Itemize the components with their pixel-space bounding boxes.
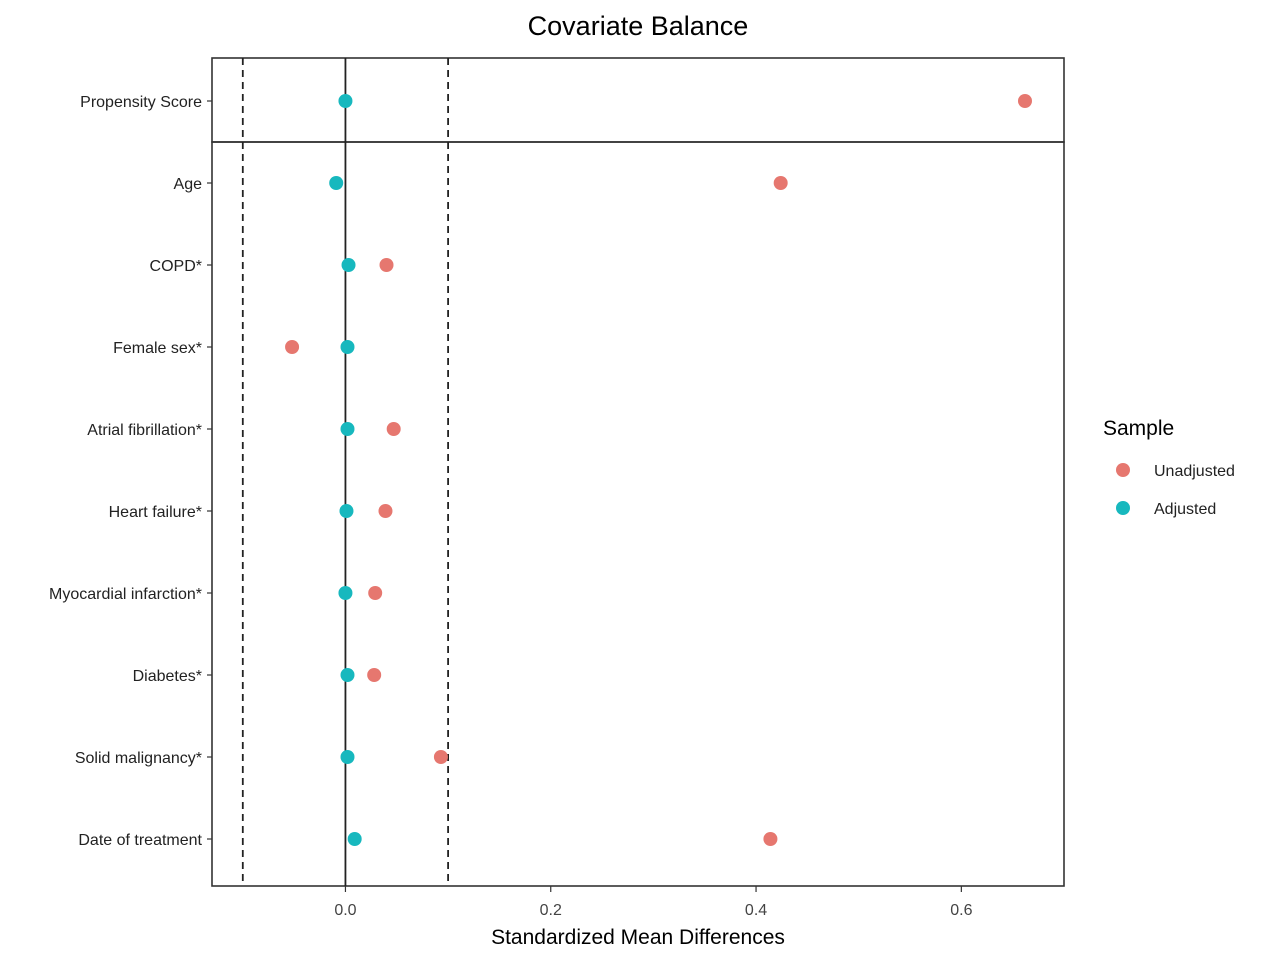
legend-title: Sample [1103,417,1174,440]
y-tick-label: Myocardial infarction* [49,586,202,603]
chart-title: Covariate Balance [528,11,749,41]
x-tick-label: 0.2 [540,902,562,919]
y-tick-label: Propensity Score [80,94,202,111]
legend-label-adjusted: Adjusted [1154,501,1216,518]
point-unadjusted [367,668,382,682]
point-unadjusted [1017,94,1032,108]
y-tick-label: COPD* [150,258,202,275]
point-unadjusted [433,750,448,764]
point-unadjusted [773,176,788,190]
legend-marker-adjusted [1116,501,1130,515]
legend-marker-unadjusted [1116,463,1130,477]
point-adjusted [340,668,355,682]
x-axis-label: Standardized Mean Differences [491,926,785,949]
point-unadjusted [368,586,383,600]
point-adjusted [341,258,356,272]
point-unadjusted [285,340,300,354]
y-tick-label: Diabetes* [133,668,202,685]
point-adjusted [339,504,354,518]
point-adjusted [340,340,355,354]
y-tick-label: Heart failure* [109,504,202,521]
point-unadjusted [386,422,401,436]
point-adjusted [347,832,362,846]
x-tick-label: 0.4 [745,902,767,919]
point-unadjusted [763,832,778,846]
y-tick-label: Female sex* [113,340,202,357]
point-adjusted [338,94,353,108]
point-adjusted [340,750,355,764]
y-tick-label: Atrial fibrillation* [87,422,202,439]
x-tick-label: 0.0 [334,902,356,919]
legend: Sample Unadjusted Adjusted [1103,417,1235,518]
point-adjusted [338,586,353,600]
point-adjusted [329,176,344,190]
y-tick-label: Date of treatment [78,832,202,849]
plot-area: Propensity Score Age COPD* Female sex* Atria… [49,57,1065,919]
point-unadjusted [379,258,394,272]
panel-border [211,141,1065,887]
legend-label-unadjusted: Unadjusted [1154,463,1235,480]
x-tick-label: 0.6 [950,902,972,919]
y-tick-label: Solid malignancy* [75,750,202,767]
y-tick-label: Age [174,176,203,193]
point-unadjusted [378,504,393,518]
point-adjusted [340,422,355,436]
